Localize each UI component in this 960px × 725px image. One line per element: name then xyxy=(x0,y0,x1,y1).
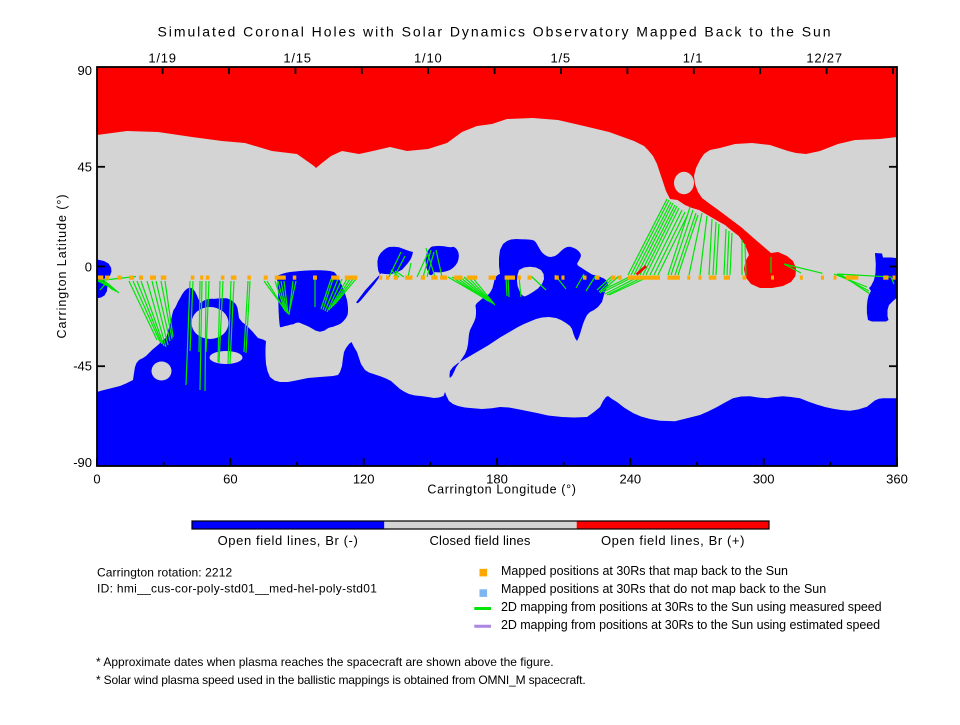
svg-text:1/5: 1/5 xyxy=(550,51,570,66)
svg-text:ID: hmi__cus-cor-poly-std01__m: ID: hmi__cus-cor-poly-std01__med-hel-pol… xyxy=(97,582,377,596)
svg-text:1/1: 1/1 xyxy=(683,51,703,66)
svg-text:Simulated Coronal Holes with S: Simulated Coronal Holes with Solar Dynam… xyxy=(157,24,832,40)
svg-text:Mapped positions at 30Rs that: Mapped positions at 30Rs that map back t… xyxy=(501,564,788,578)
svg-text:60: 60 xyxy=(223,472,237,487)
svg-text:Carrington Longitude (°): Carrington Longitude (°) xyxy=(427,483,576,497)
svg-text:* Solar wind plasma speed used: * Solar wind plasma speed used in the ba… xyxy=(96,673,586,687)
svg-text:0: 0 xyxy=(85,260,92,275)
svg-text:-90: -90 xyxy=(73,455,92,470)
svg-text:2D mapping from positions at 3: 2D mapping from positions at 30Rs to the… xyxy=(501,600,882,614)
svg-text:1/15: 1/15 xyxy=(283,51,312,66)
svg-text:120: 120 xyxy=(353,472,375,487)
svg-text:90: 90 xyxy=(78,63,92,78)
svg-text:180: 180 xyxy=(486,472,508,487)
svg-text:240: 240 xyxy=(619,472,641,487)
svg-text:12/27: 12/27 xyxy=(806,51,843,66)
svg-text:Open field lines, Br (-): Open field lines, Br (-) xyxy=(218,533,359,548)
svg-text:0: 0 xyxy=(93,472,100,487)
svg-text:Carrington rotation: 2212: Carrington rotation: 2212 xyxy=(97,565,232,579)
svg-text:300: 300 xyxy=(753,472,775,487)
svg-text:Carrington Latitude (°): Carrington Latitude (°) xyxy=(55,194,69,339)
svg-text:* Approximate dates when plasm: * Approximate dates when plasma reaches … xyxy=(96,655,554,669)
svg-text:Mapped positions at 30Rs that: Mapped positions at 30Rs that do not map… xyxy=(501,582,826,596)
svg-text:1/19: 1/19 xyxy=(148,51,177,66)
svg-text:1/10: 1/10 xyxy=(414,51,443,66)
svg-text:-45: -45 xyxy=(73,359,92,374)
svg-text:45: 45 xyxy=(78,159,92,174)
svg-text:Closed field lines: Closed field lines xyxy=(430,533,531,548)
svg-text:2D mapping from positions at 3: 2D mapping from positions at 30Rs to the… xyxy=(501,618,880,632)
svg-text:360: 360 xyxy=(886,472,908,487)
svg-text:Open field lines, Br (+): Open field lines, Br (+) xyxy=(601,533,745,548)
